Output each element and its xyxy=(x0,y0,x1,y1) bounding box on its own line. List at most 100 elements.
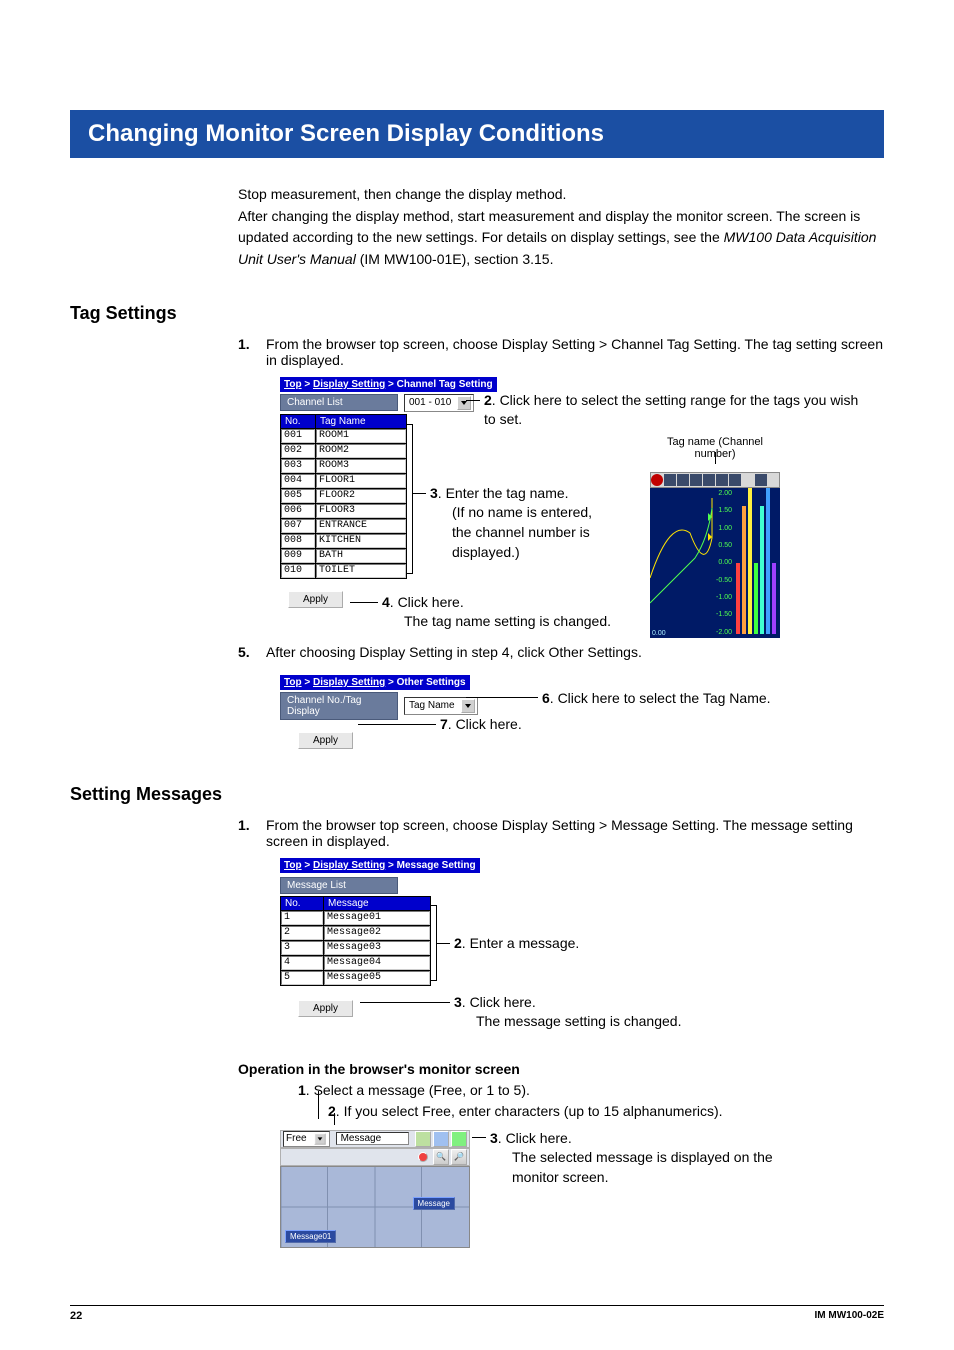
breadcrumb-display-link[interactable]: Display Setting xyxy=(313,860,385,871)
edit-icon[interactable] xyxy=(433,1131,449,1147)
op-step-1-text: . Select a message (Free, or 1 to 5). xyxy=(306,1082,530,1098)
chart-bar xyxy=(754,563,758,634)
table-row xyxy=(281,533,407,548)
message-input[interactable] xyxy=(324,941,430,955)
message-input[interactable] xyxy=(324,971,430,985)
op-step-2-num: 2 xyxy=(328,1103,336,1119)
zoom-out-icon[interactable]: 🔎 xyxy=(451,1149,467,1165)
tag-name-input[interactable] xyxy=(316,504,406,518)
note-icon[interactable] xyxy=(415,1131,431,1147)
message-label: Message01 xyxy=(285,1230,336,1243)
range-select[interactable]: 001 - 010 xyxy=(404,394,474,412)
message-write-button[interactable]: Message xyxy=(413,1197,455,1210)
message-input[interactable]: Message xyxy=(336,1132,409,1145)
breadcrumb-current: Message Setting xyxy=(397,860,476,871)
channel-no-input[interactable] xyxy=(281,444,315,458)
table-row xyxy=(281,488,407,503)
table-row xyxy=(281,518,407,533)
breadcrumb: Top > Display Setting > Channel Tag Sett… xyxy=(280,377,497,392)
col-no: No. xyxy=(281,896,324,910)
fit-icon[interactable] xyxy=(729,474,741,486)
record-icon[interactable] xyxy=(418,1152,428,1162)
chart-bar xyxy=(748,488,752,634)
apply-button[interactable]: Apply xyxy=(298,1000,353,1017)
tag-name-input[interactable] xyxy=(316,549,406,563)
message-no-input[interactable] xyxy=(281,926,323,940)
zoom-in-icon[interactable] xyxy=(664,474,676,486)
channel-no-input[interactable] xyxy=(281,534,315,548)
tag-name-input[interactable] xyxy=(316,429,406,443)
breadcrumb-top-link[interactable]: Top xyxy=(284,860,302,871)
callout-2-number: 2 xyxy=(484,392,492,408)
channel-tag-display-label: Channel No./Tag Display xyxy=(280,692,398,720)
message-table: No. Message xyxy=(280,896,431,986)
page-title: Changing Monitor Screen Display Conditio… xyxy=(70,110,884,158)
callout-3-text-a: . Click here. xyxy=(462,994,536,1010)
chevron-down-icon[interactable] xyxy=(461,699,475,713)
message-no-input[interactable] xyxy=(281,971,323,985)
step-1-text: From the browser top screen, choose Disp… xyxy=(266,817,884,849)
chevron-down-icon[interactable] xyxy=(457,396,471,410)
message-input[interactable] xyxy=(324,911,430,925)
chart-bar xyxy=(760,506,764,634)
callout-3-text-b: The message setting is changed. xyxy=(476,1013,681,1029)
setting-messages-heading: Setting Messages xyxy=(70,784,884,805)
document-number: IM MW100-02E xyxy=(815,1310,884,1322)
callout-6-text: . Click here to select the Tag Name. xyxy=(550,690,771,706)
callout-3-text-a: . Click here. xyxy=(498,1130,572,1146)
intro-paragraph: Stop measurement, then change the displa… xyxy=(238,184,884,271)
breadcrumb-top-link[interactable]: Top xyxy=(284,379,302,390)
col-tag-name: Tag Name xyxy=(316,414,407,428)
free-message-select[interactable]: Free xyxy=(283,1131,330,1147)
record-icon[interactable] xyxy=(651,474,663,486)
table-row xyxy=(281,458,407,473)
breadcrumb-display-link[interactable]: Display Setting xyxy=(313,379,385,390)
monitor-toolbar: Free Message xyxy=(280,1130,470,1148)
callout-3-text-b: The selected message is displayed on the… xyxy=(512,1148,800,1187)
tag-name-input[interactable] xyxy=(316,444,406,458)
channel-no-input[interactable] xyxy=(281,549,315,563)
tag-name-input[interactable] xyxy=(316,459,406,473)
zoom-out-icon[interactable] xyxy=(677,474,689,486)
chart-bar xyxy=(772,563,776,634)
apply-button[interactable]: Apply xyxy=(298,732,353,749)
breadcrumb-display-link[interactable]: Display Setting xyxy=(313,677,385,688)
breadcrumb-top-link[interactable]: Top xyxy=(284,677,302,688)
pause-icon[interactable] xyxy=(703,474,715,486)
callout-3-text-b: (If no name is entered, the channel numb… xyxy=(452,503,610,562)
view-icon[interactable] xyxy=(755,474,767,486)
message-no-input[interactable] xyxy=(281,911,323,925)
tag-name-input[interactable] xyxy=(316,564,406,578)
channel-no-input[interactable] xyxy=(281,564,315,578)
toggle-icon[interactable] xyxy=(716,474,728,486)
channel-no-input[interactable] xyxy=(281,474,315,488)
message-no-input[interactable] xyxy=(281,941,323,955)
chevron-down-icon[interactable] xyxy=(314,1133,325,1144)
message-input[interactable] xyxy=(324,926,430,940)
operation-heading: Operation in the browser's monitor scree… xyxy=(238,1061,884,1077)
channel-no-input[interactable] xyxy=(281,489,315,503)
channel-no-input[interactable] xyxy=(281,459,315,473)
table-row xyxy=(281,443,407,458)
channel-no-input[interactable] xyxy=(281,429,315,443)
message-input[interactable] xyxy=(324,956,430,970)
channel-no-input[interactable] xyxy=(281,504,315,518)
chart-x-value: 0.00 xyxy=(652,630,666,637)
message-list-header: Message List xyxy=(280,877,398,894)
tag-name-input[interactable] xyxy=(316,519,406,533)
apply-button[interactable]: Apply xyxy=(288,591,343,608)
mini-chart: 2.001.501.000.500.00-0.50-1.00-1.50-2.00… xyxy=(650,488,780,638)
message-no-input[interactable] xyxy=(281,956,323,970)
tag-name-input[interactable] xyxy=(316,534,406,548)
save-icon[interactable] xyxy=(690,474,702,486)
tag-name-select[interactable]: Tag Name xyxy=(404,697,478,715)
channel-no-input[interactable] xyxy=(281,519,315,533)
zoom-in-icon[interactable]: 🔍 xyxy=(433,1149,449,1165)
tag-name-input[interactable] xyxy=(316,489,406,503)
table-row xyxy=(281,910,431,925)
callout-7-text: . Click here. xyxy=(448,716,522,732)
step-number: 5. xyxy=(238,644,266,660)
play-icon[interactable] xyxy=(451,1131,467,1147)
tag-name-input[interactable] xyxy=(316,474,406,488)
tag-table: No. Tag Name xyxy=(280,414,407,579)
